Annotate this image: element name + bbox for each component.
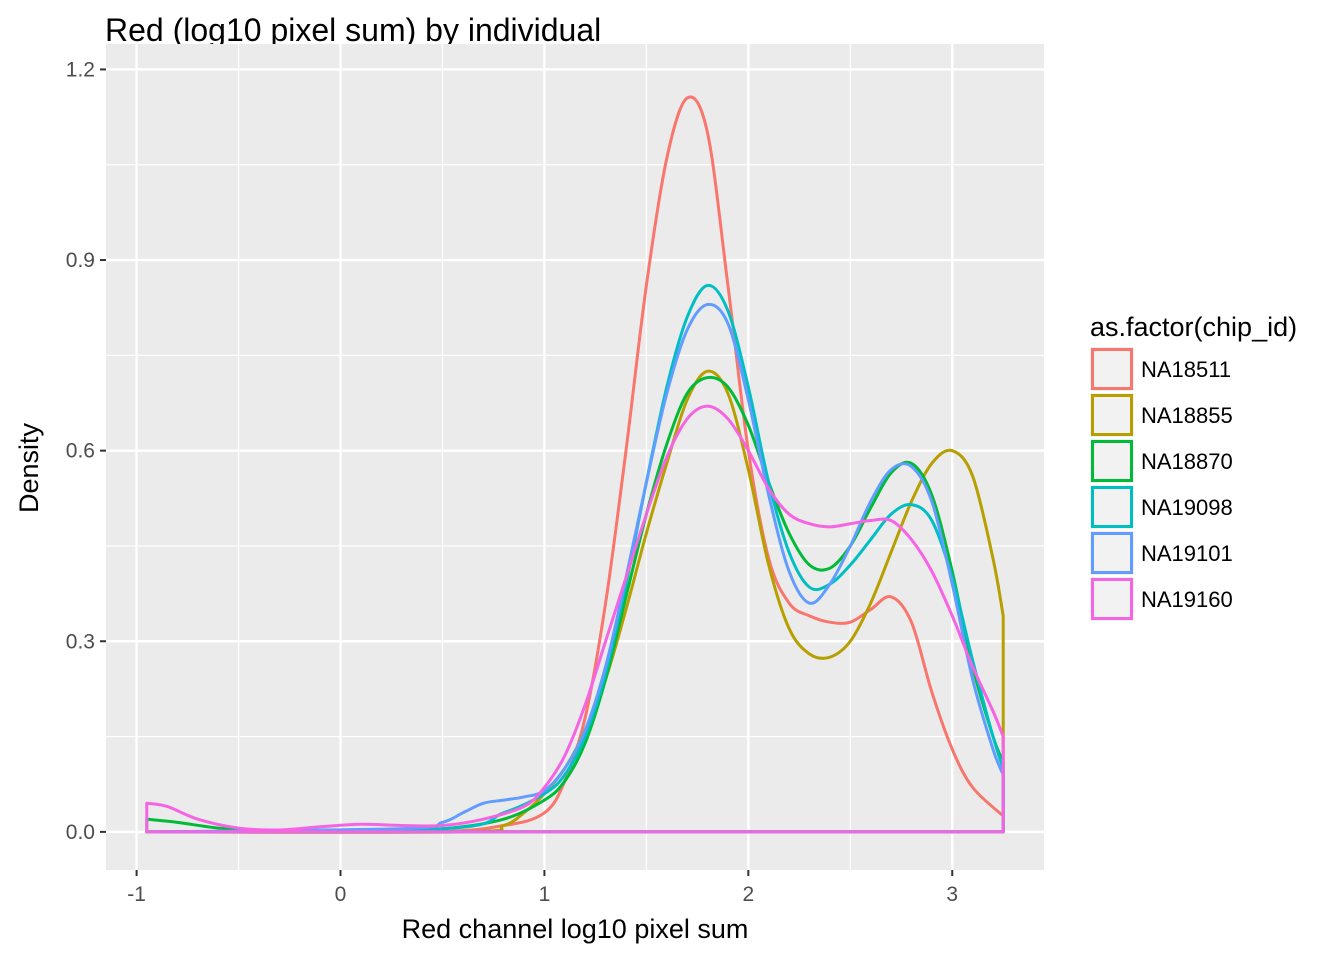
density-curve-NA19160 bbox=[145, 404, 1005, 834]
legend-title: as.factor(chip_id) bbox=[1090, 312, 1297, 342]
legend-label-NA19098: NA19098 bbox=[1141, 495, 1233, 520]
x-axis: -1 0 1 2 3 bbox=[127, 870, 958, 906]
x-tick-label: -1 bbox=[127, 883, 146, 906]
legend: as.factor(chip_id) NA18511 NA18855 NA18870… bbox=[1090, 312, 1297, 621]
legend-key-background bbox=[1090, 347, 1134, 391]
legend-label-NA19160: NA19160 bbox=[1141, 587, 1233, 612]
y-tick-label: 0.9 bbox=[66, 249, 95, 272]
y-tick-label: 1.2 bbox=[66, 58, 95, 81]
chart-title: Red (log10 pixel sum) by individual bbox=[105, 12, 601, 48]
legend-key-NA19160 bbox=[1091, 578, 1133, 620]
legend-key-background bbox=[1090, 531, 1134, 575]
legend-label-NA18870: NA18870 bbox=[1141, 449, 1233, 474]
x-tick-label: 0 bbox=[335, 883, 347, 906]
legend-key-NA19101 bbox=[1091, 532, 1133, 574]
legend-label-NA18511: NA18511 bbox=[1141, 357, 1231, 382]
legend-label-NA19101: NA19101 bbox=[1141, 541, 1233, 566]
legend-key-NA18511 bbox=[1091, 348, 1133, 390]
legend-key-background bbox=[1090, 485, 1134, 529]
plot-panel bbox=[106, 44, 1044, 870]
y-axis-title: Density bbox=[14, 422, 44, 513]
y-tick-label: 0.3 bbox=[66, 630, 95, 653]
x-tick-label: 1 bbox=[539, 883, 551, 906]
x-tick-label: 2 bbox=[742, 883, 754, 906]
y-tick-label: 0.6 bbox=[66, 440, 95, 463]
legend-key-NA19098 bbox=[1091, 486, 1133, 528]
y-tick-label: 0.0 bbox=[66, 821, 95, 844]
legend-key-NA18855 bbox=[1091, 394, 1133, 436]
legend-key-background bbox=[1090, 577, 1134, 621]
y-axis: 0.0 0.3 0.6 0.9 1.2 bbox=[66, 58, 106, 844]
x-tick-label: 3 bbox=[946, 883, 958, 906]
density-curve-NA19098 bbox=[145, 283, 1005, 834]
legend-key-NA18870 bbox=[1091, 440, 1133, 482]
legend-key-background bbox=[1090, 393, 1134, 437]
density-curves bbox=[145, 95, 1005, 834]
legend-key-background bbox=[1090, 439, 1134, 483]
x-axis-title: Red channel log10 pixel sum bbox=[402, 914, 749, 944]
minor-gridlines bbox=[106, 44, 1044, 870]
density-curve-NA19101 bbox=[145, 302, 1005, 834]
legend-label-NA18855: NA18855 bbox=[1141, 403, 1233, 428]
